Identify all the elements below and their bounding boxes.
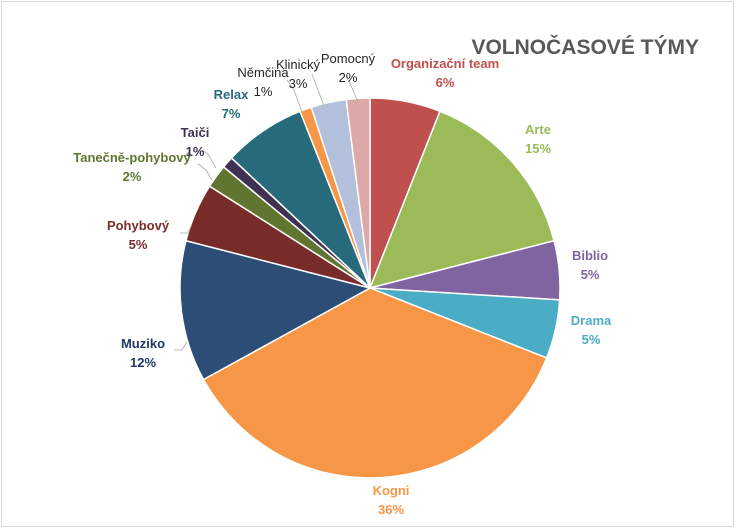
slice-label: Drama bbox=[571, 313, 612, 328]
leader-line bbox=[197, 163, 213, 181]
slice-value-label: 2% bbox=[123, 169, 142, 184]
slice-label: Klinický bbox=[276, 57, 321, 72]
pie-slice-kogni bbox=[202, 287, 548, 479]
slice-value-label: 3% bbox=[289, 76, 308, 91]
slice-label: Arte bbox=[525, 122, 551, 137]
slice-label-group: Kogni 36% bbox=[373, 483, 410, 517]
slice-label: Biblio bbox=[572, 248, 608, 263]
slice-label-group: Němčina 1% bbox=[237, 65, 289, 99]
slice-value-label: 12% bbox=[130, 355, 156, 370]
chart-title: VOLNOČASOVÉ TÝMY bbox=[471, 36, 699, 59]
slice-label: Pohybový bbox=[107, 218, 170, 233]
pie-slice-pomocn- bbox=[345, 97, 371, 289]
slice-label: Taiči bbox=[181, 125, 210, 140]
slice-label-group: Muziko 12% bbox=[121, 336, 165, 370]
slice-value-label: 5% bbox=[581, 267, 600, 282]
pie-slice-muziko bbox=[179, 239, 373, 381]
slice-label: Pomocný bbox=[321, 51, 376, 66]
leader-line bbox=[174, 341, 188, 351]
slice-label: Organizační team bbox=[391, 56, 499, 71]
slice-value-label: 7% bbox=[222, 106, 241, 121]
slice-value-label: 15% bbox=[525, 141, 551, 156]
pie-slice-arte bbox=[368, 110, 555, 290]
slice-label-group: Biblio 5% bbox=[572, 248, 608, 282]
leader-line bbox=[286, 79, 303, 113]
slice-value-label: 36% bbox=[378, 502, 404, 517]
leader-line bbox=[345, 75, 359, 103]
slice-label-group: Arte 15% bbox=[525, 122, 551, 156]
slice-label-group: Organizační team 6% bbox=[391, 56, 499, 90]
slice-label: Kogni bbox=[373, 483, 410, 498]
slice-value-label: 1% bbox=[186, 144, 205, 159]
slice-value-label: 1% bbox=[254, 84, 273, 99]
slice-label-group: Drama 5% bbox=[571, 313, 612, 347]
slice-label-group: Taiči 1% bbox=[181, 125, 210, 159]
slice-label-group: Tanečně-pohybový 2% bbox=[73, 150, 191, 184]
slice-label-group: Relax 7% bbox=[214, 87, 249, 121]
slice-label-group: Pohybový 5% bbox=[107, 218, 170, 252]
slice-value-label: 6% bbox=[436, 75, 455, 90]
slice-label-group: Pomocný 2% bbox=[321, 51, 376, 85]
slice-label: Němčina bbox=[237, 65, 289, 80]
slice-label-group: Klinický 3% bbox=[276, 57, 321, 91]
leader-line bbox=[201, 149, 217, 169]
slice-value-label: 5% bbox=[582, 332, 601, 347]
slice-label: Muziko bbox=[121, 336, 165, 351]
slice-label: Tanečně-pohybový bbox=[73, 150, 191, 165]
slice-label: Relax bbox=[214, 87, 249, 102]
slice-value-label: 2% bbox=[339, 70, 358, 85]
leader-line bbox=[311, 73, 325, 107]
slice-value-label: 5% bbox=[129, 237, 148, 252]
leader-line bbox=[180, 223, 193, 234]
